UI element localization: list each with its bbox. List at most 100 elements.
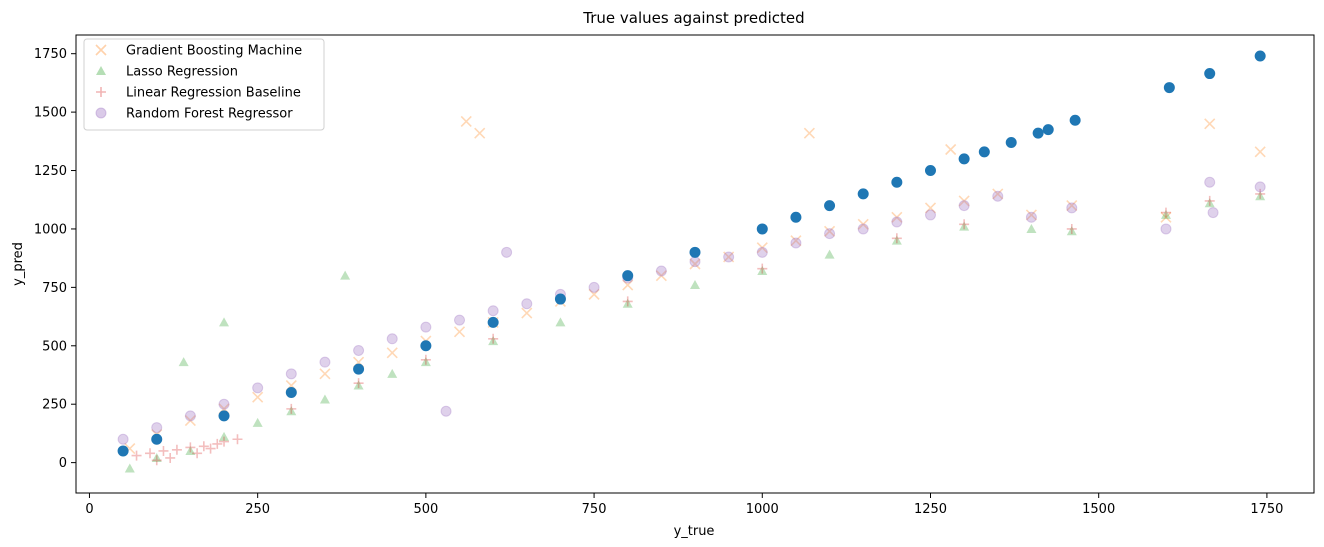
- legend-label: Lasso Regression: [126, 65, 238, 80]
- data-point: [1025, 209, 1037, 221]
- plot-frame: [75, 34, 1315, 494]
- data-point: [958, 153, 970, 165]
- data-point: [992, 188, 1004, 200]
- data-point: [386, 347, 398, 359]
- data-point: [178, 357, 189, 367]
- data-point: [891, 211, 903, 223]
- data-point: [756, 242, 768, 254]
- data-point: [1066, 200, 1078, 212]
- data-point: [1026, 223, 1037, 233]
- data-point: [353, 344, 365, 356]
- data-point: [1255, 191, 1266, 201]
- data-point: [474, 127, 486, 139]
- data-point: [151, 422, 163, 434]
- data-point: [622, 279, 634, 291]
- data-point: [790, 237, 802, 249]
- data-point: [1254, 181, 1266, 193]
- y-axis-ticks: 0 250 500 750 1000 1250 1500 1750: [34, 47, 76, 471]
- data-point: [1066, 202, 1078, 214]
- y-tick-label: 500: [42, 339, 67, 354]
- data-point: [353, 378, 364, 389]
- data-point: [286, 406, 297, 416]
- data-point: [440, 405, 452, 417]
- data-point: [790, 235, 802, 247]
- data-point: [924, 209, 936, 221]
- data-point: [1204, 118, 1216, 130]
- data-point: [501, 246, 513, 258]
- data-point: [219, 317, 230, 327]
- y-tick-label: 1000: [34, 222, 67, 237]
- y-tick-label: 250: [42, 398, 67, 413]
- data-point: [555, 317, 566, 327]
- series-4: [117, 50, 1266, 457]
- data-point: [945, 143, 957, 156]
- x-tick-label: 1250: [914, 502, 947, 517]
- data-point: [1204, 176, 1216, 188]
- data-point: [1042, 124, 1054, 136]
- data-point: [824, 228, 836, 240]
- data-point: [756, 246, 768, 258]
- data-point: [252, 417, 263, 427]
- data-point: [757, 263, 768, 274]
- data-point: [1005, 136, 1017, 148]
- data-point: [285, 387, 297, 399]
- data-point: [857, 218, 869, 230]
- data-point: [185, 445, 196, 455]
- data-point: [151, 433, 163, 445]
- data-point: [117, 445, 129, 457]
- y-tick-label: 0: [59, 456, 67, 471]
- x-tick-label: 500: [413, 502, 438, 517]
- data-point: [285, 368, 297, 380]
- data-point: [205, 443, 216, 454]
- data-point: [171, 444, 182, 455]
- data-point: [158, 445, 169, 456]
- data-point: [218, 398, 230, 410]
- x-tick-label: 1000: [746, 502, 779, 517]
- data-point: [232, 434, 243, 445]
- data-point: [319, 356, 331, 368]
- data-point: [588, 288, 600, 300]
- data-point: [488, 336, 499, 346]
- data-point: [453, 326, 466, 338]
- data-point: [723, 251, 735, 263]
- data-point: [857, 188, 869, 200]
- data-point: [252, 391, 264, 403]
- data-point: [690, 280, 700, 290]
- legend-label: Random Forest Regressor: [126, 107, 293, 122]
- data-point: [487, 305, 499, 317]
- data-point: [924, 165, 936, 177]
- legend-marker: [95, 44, 107, 56]
- chart-title: True values against predicted: [582, 9, 804, 27]
- y-axis-label: y_pred: [11, 242, 26, 286]
- data-point: [454, 314, 466, 326]
- legend: Gradient Boosting Machine Lasso Regressio…: [83, 38, 325, 131]
- x-tick-label: 1750: [1250, 502, 1283, 517]
- data-point: [958, 200, 970, 212]
- data-point: [420, 354, 431, 365]
- x-axis-label: y_true: [674, 524, 715, 539]
- data-point: [1204, 68, 1216, 80]
- data-point: [1163, 82, 1175, 94]
- data-point: [891, 233, 902, 244]
- data-point: [554, 293, 566, 305]
- data-point: [757, 266, 768, 276]
- data-point: [184, 410, 196, 422]
- data-point: [1255, 188, 1266, 199]
- data-point: [824, 249, 835, 259]
- data-point: [124, 463, 135, 473]
- data-point: [1032, 127, 1044, 139]
- data-point: [192, 448, 203, 459]
- data-point: [151, 455, 162, 466]
- data-point: [891, 176, 903, 188]
- data-point: [1254, 50, 1266, 62]
- data-point: [588, 281, 600, 293]
- data-point: [803, 127, 815, 139]
- data-point: [1025, 211, 1037, 223]
- series-1: [124, 191, 1266, 473]
- data-point: [460, 115, 472, 128]
- legend-marker: [96, 66, 106, 75]
- data-point: [1204, 198, 1215, 208]
- data-point: [689, 258, 701, 270]
- x-tick-label: 0: [85, 502, 93, 517]
- data-point: [353, 380, 364, 390]
